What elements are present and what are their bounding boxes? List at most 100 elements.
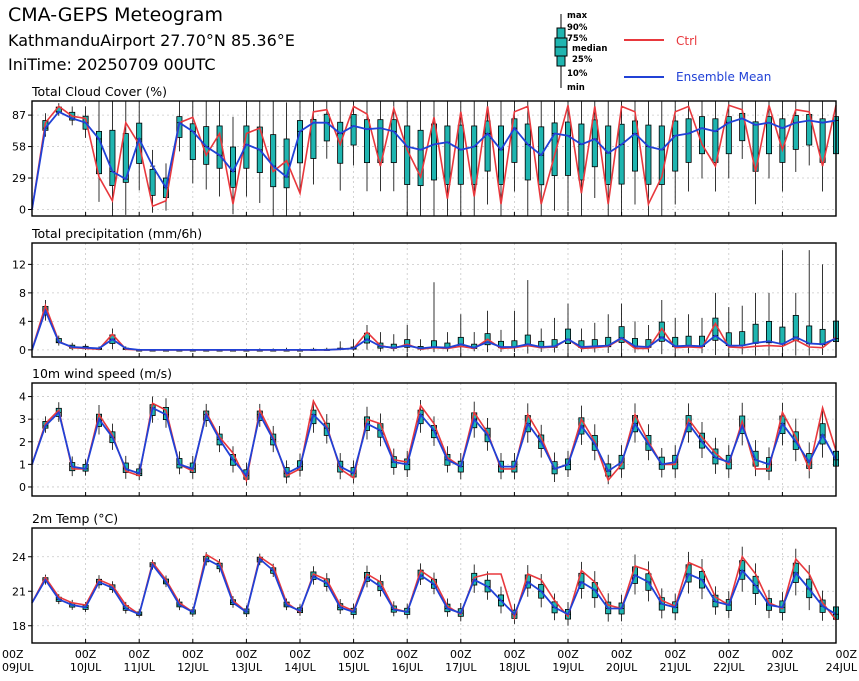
mean-line-wind	[31, 406, 837, 478]
ensemble-box	[752, 323, 759, 344]
ensemble-box	[739, 331, 746, 346]
x-tick-label-hour: 00Z	[504, 648, 526, 661]
x-tick-label-date: 13JUL	[231, 661, 263, 674]
ensemble-box	[149, 168, 156, 196]
legend-box-label: max	[567, 11, 588, 21]
panel-title-precip: Total precipitation (mm/6h)	[31, 226, 202, 241]
ensemble-box	[323, 113, 330, 142]
ensemble-box	[806, 325, 813, 345]
ensemble-box	[444, 125, 451, 185]
x-tick-label-date: 14JUL	[284, 661, 316, 674]
panel-frame-cloud	[31, 100, 837, 217]
x-tick-label-date: 09JUL	[2, 661, 34, 674]
ensemble-box	[511, 118, 518, 163]
x-tick-label-hour: 00Z	[611, 648, 633, 661]
ensemble-box	[645, 124, 652, 185]
init-time: IniTime: 20250709 00UTC	[8, 55, 216, 74]
ensemble-box	[591, 119, 598, 168]
panel-frame-wind	[31, 382, 837, 497]
legend-box-label: 10%	[567, 69, 588, 79]
x-tick-label-hour: 00Z	[557, 648, 579, 661]
ensemble-box	[122, 133, 129, 183]
x-tick-label-date: 10JUL	[70, 661, 102, 674]
x-tick-label-date: 24JUL	[826, 661, 858, 674]
x-tick-label-hour: 00Z	[835, 648, 857, 661]
chart-title: CMA-GEPS Meteogram	[8, 4, 223, 26]
x-tick-label-date: 20JUL	[606, 661, 638, 674]
ensemble-box	[417, 129, 424, 187]
legend-box-label: 90%	[567, 23, 588, 33]
ensemble-box	[350, 114, 357, 146]
ensemble-box	[109, 129, 116, 187]
y-tick-label-wind: 4	[19, 391, 26, 404]
ctrl-line-cloud	[31, 104, 837, 210]
ensemble-box	[296, 120, 303, 164]
ensemble-box	[189, 123, 196, 160]
ensemble-box	[484, 120, 491, 172]
panel-frame-precip	[31, 242, 837, 358]
x-tick-label-hour: 00Z	[75, 648, 97, 661]
ensemble-box	[471, 125, 478, 185]
ensemble-box	[766, 320, 773, 344]
legend-mean-label: Ensemble Mean	[676, 70, 771, 84]
ensemble-box	[310, 119, 317, 159]
ensemble-box	[497, 125, 504, 185]
ensemble-box	[792, 115, 799, 150]
ensemble-box	[430, 123, 437, 181]
x-tick-label-hour: 00Z	[396, 648, 418, 661]
x-tick-label-hour: 00Z	[289, 648, 311, 661]
x-tick-label-date: 21JUL	[659, 661, 691, 674]
ensemble-box	[390, 119, 397, 164]
y-tick-label-wind: 0	[19, 481, 26, 494]
y-tick-label-precip: 8	[19, 287, 26, 300]
ensemble-box	[457, 124, 464, 185]
x-tick-label-date: 23JUL	[767, 661, 799, 674]
ensemble-box	[524, 123, 531, 181]
y-tick-label-wind: 2	[19, 436, 26, 449]
ensemble-box	[725, 116, 732, 155]
x-tick-label-hour: 00Z	[718, 648, 740, 661]
x-tick-label-date: 19JUL	[552, 661, 584, 674]
panel-title-temp: 2m Temp (°C)	[32, 511, 118, 526]
legend-box-label: 25%	[572, 55, 593, 65]
x-tick-label-hour: 00Z	[343, 648, 365, 661]
x-tick-label-hour: 00Z	[182, 648, 204, 661]
y-tick-label-temp: 21	[12, 585, 26, 598]
panel-wind: 10m wind speed (m/s) 0 1 2 3 4	[19, 366, 840, 497]
ensemble-box	[672, 120, 679, 172]
ensemble-box	[578, 123, 585, 181]
y-tick-label-precip: 12	[12, 258, 26, 271]
y-tick-label-precip: 0	[19, 344, 26, 357]
mean-line-precip	[31, 308, 837, 351]
y-tick-label-cloud: 58	[12, 141, 26, 154]
ensemble-box	[779, 118, 786, 163]
x-tick-label-hour: 00Z	[772, 648, 794, 661]
y-tick-label-precip: 4	[19, 315, 26, 328]
ensemble-box	[605, 125, 612, 185]
ctrl-line-wind	[31, 398, 837, 483]
legend-box-label: min	[567, 83, 585, 93]
y-tick-label-cloud: 0	[19, 203, 26, 216]
x-tick-label-date: 22JUL	[713, 661, 745, 674]
x-tick-label-hour: 00Z	[450, 648, 472, 661]
panel-title-wind: 10m wind speed (m/s)	[32, 366, 172, 381]
y-tick-label-temp: 18	[12, 620, 26, 633]
panel-cloud: Total Cloud Cover (%) 0 29 58 87	[12, 84, 840, 217]
x-tick-label-date: 17JUL	[445, 661, 477, 674]
y-tick-label-temp: 24	[12, 551, 26, 564]
mean-line-cloud	[31, 110, 837, 210]
panel-title-cloud: Total Cloud Cover (%)	[31, 84, 167, 99]
ensemble-box	[565, 121, 572, 176]
ensemble-box	[270, 134, 277, 188]
ensemble-box	[819, 328, 826, 346]
panel-temp: 2m Temp (°C) 18 21 24	[12, 511, 840, 644]
legend-box-label: 75%	[567, 34, 588, 44]
ensemble-box	[551, 122, 558, 177]
panel-frame-temp	[31, 527, 837, 644]
ensemble-box	[618, 326, 625, 343]
y-tick-label-wind: 1	[19, 458, 26, 471]
mean-line-temp	[31, 557, 837, 616]
ensemble-box	[658, 125, 665, 185]
